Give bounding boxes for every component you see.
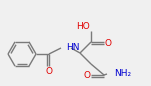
Text: HN: HN [66,42,79,52]
Text: O: O [84,71,90,80]
Text: HO: HO [76,22,90,31]
Text: O: O [45,66,53,76]
Text: NH₂: NH₂ [114,69,131,77]
Text: O: O [104,39,111,47]
